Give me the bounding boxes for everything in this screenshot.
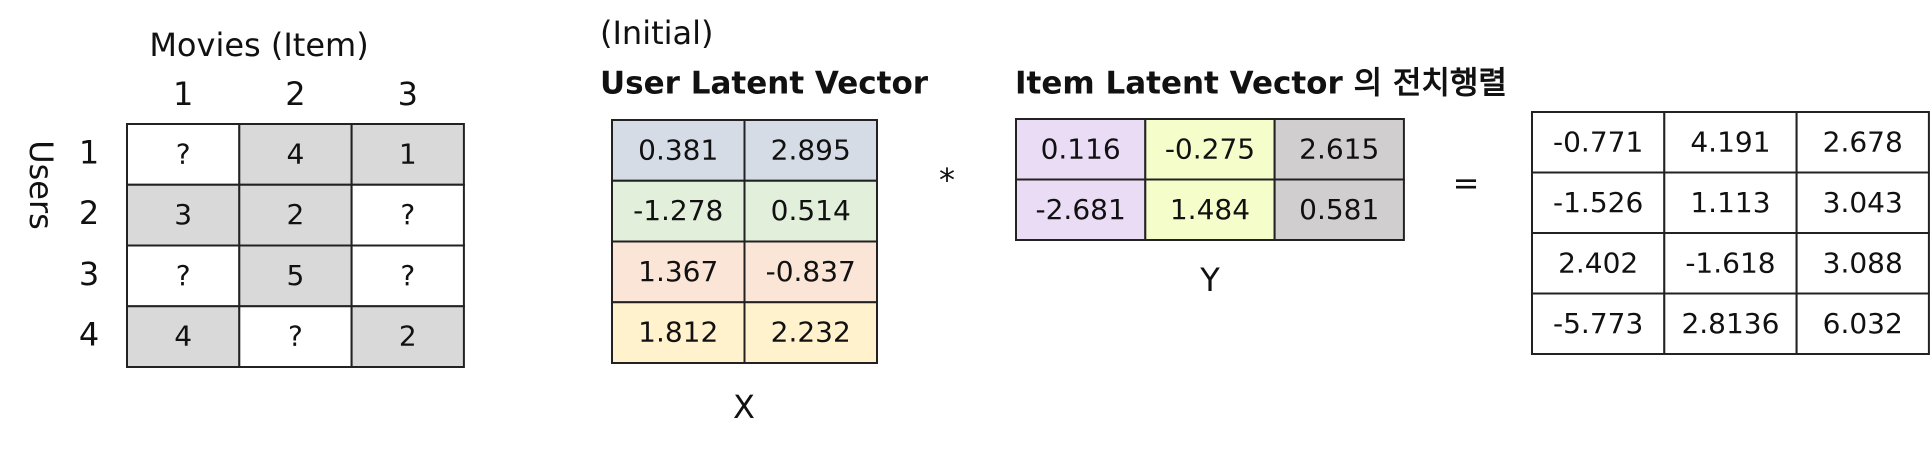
cell-value: 0.581: [1299, 193, 1379, 226]
cell: [1795, 111, 1930, 174]
cell-value: 2.678: [1823, 125, 1903, 158]
caption: (Initial): [600, 14, 714, 52]
cell: [611, 240, 746, 304]
cell-value: 1.484: [1170, 193, 1250, 226]
cell: [743, 179, 878, 243]
cell-value: 3.088: [1823, 246, 1903, 279]
cell-value: 2: [399, 320, 417, 353]
column-label: 2: [285, 75, 305, 113]
cell-value: 3: [174, 198, 192, 231]
cell: [611, 301, 746, 364]
cell-value: 4.191: [1690, 125, 1770, 158]
cell: [1795, 292, 1930, 355]
matrix-label: Y: [1199, 261, 1220, 299]
cell: [1273, 178, 1405, 241]
cell-value: 3.043: [1823, 186, 1903, 219]
cell-value: 4: [174, 320, 192, 353]
operator: =: [1453, 164, 1480, 202]
cell-value: -2.681: [1036, 193, 1126, 226]
cell-value: 2.615: [1299, 132, 1379, 165]
cell: [1531, 292, 1666, 355]
column-label: 1: [173, 75, 193, 113]
cell-value: ?: [288, 320, 303, 353]
cell: [126, 305, 241, 368]
cell: [1273, 118, 1405, 181]
cell-value: 6.032: [1823, 307, 1903, 340]
rating-title: Movies (Item): [149, 26, 368, 64]
cell-value: ?: [400, 198, 415, 231]
cell-value: 1.812: [638, 316, 718, 349]
cell: [126, 123, 241, 186]
cell-value: 1.367: [638, 255, 718, 288]
cell: [1663, 111, 1798, 174]
cell-value: 2.8136: [1681, 307, 1779, 340]
cell: [743, 119, 878, 182]
matrix-label: X: [733, 388, 755, 426]
cell-value: -1.618: [1685, 246, 1775, 279]
column-label: 3: [398, 75, 418, 113]
row-label: 2: [79, 194, 99, 232]
operator: *: [939, 161, 955, 199]
cell-value: ?: [176, 259, 191, 292]
cell: [238, 244, 353, 308]
cell-value: 1.113: [1690, 186, 1770, 219]
matrix-title: User Latent Vector: [600, 66, 929, 102]
cell-value: ?: [400, 259, 415, 292]
cell: [1663, 171, 1798, 234]
cell-value: 2.232: [771, 316, 851, 349]
cell-value: 0.514: [771, 194, 851, 227]
row-label: 4: [79, 316, 99, 354]
cell-value: 2: [287, 198, 305, 231]
cell: [743, 301, 878, 364]
cell-value: -0.837: [766, 255, 856, 288]
cell-value: -1.278: [633, 194, 723, 227]
cell: [238, 123, 353, 186]
matrix-title: Item Latent Vector 의 전치행렬: [1015, 66, 1507, 102]
cell: [350, 305, 465, 368]
cell-value: 4: [287, 137, 305, 170]
cell: [1663, 292, 1798, 355]
cell-value: -1.526: [1553, 186, 1643, 219]
cell: [350, 183, 465, 247]
cell: [1015, 118, 1147, 181]
cell: [1144, 118, 1276, 181]
cell: [1144, 178, 1276, 241]
cell-value: ?: [176, 137, 191, 170]
row-label: 1: [79, 133, 99, 171]
cell-value: 0.116: [1041, 132, 1121, 165]
cell-value: 5: [287, 259, 305, 292]
cell-value: 2.895: [771, 133, 851, 166]
cell-value: -0.771: [1553, 125, 1643, 158]
cell: [743, 240, 878, 304]
cell-value: 0.381: [638, 133, 718, 166]
cell-value: -0.275: [1165, 132, 1255, 165]
cell-value: 1: [399, 137, 417, 170]
cell-value: 2.402: [1558, 246, 1638, 279]
cell-value: -5.773: [1553, 307, 1643, 340]
row-label: 3: [79, 255, 99, 293]
cell: [1531, 111, 1666, 174]
row-axis-label: Users: [22, 140, 60, 230]
